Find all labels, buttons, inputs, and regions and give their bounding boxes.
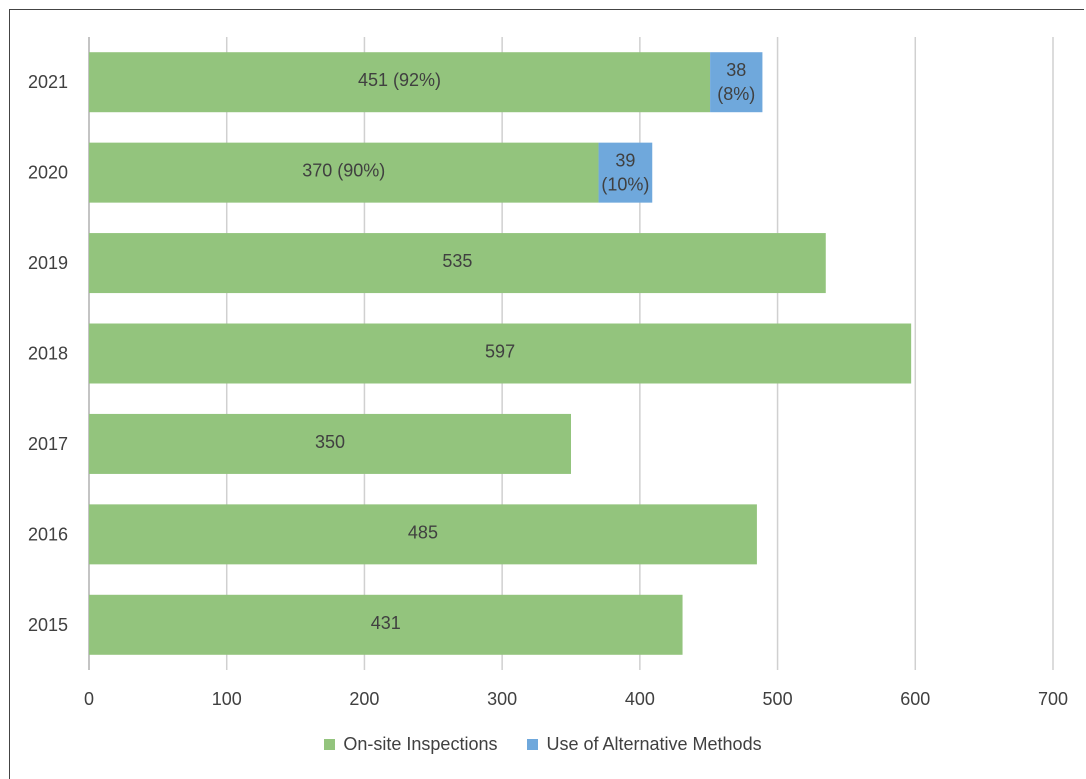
y-tick-label-2015: 2015 <box>28 615 68 635</box>
data-label-on-site-2020: 370 (90%) <box>302 161 385 181</box>
bar-on-site-2016 <box>89 504 757 565</box>
bar-alternative-2020 <box>598 142 653 203</box>
x-tick-label-200: 200 <box>349 689 379 709</box>
data-label-on-site-2015: 431 <box>371 613 401 633</box>
data-label-on-site-2016: 485 <box>408 522 438 542</box>
y-tick-label-2019: 2019 <box>28 253 68 273</box>
bar-on-site-2019 <box>89 233 826 294</box>
x-tick-label-600: 600 <box>900 689 930 709</box>
bar-on-site-2020 <box>89 142 599 203</box>
data-label-on-site-2021: 451 (92%) <box>358 70 441 90</box>
x-tick-label-100: 100 <box>212 689 242 709</box>
y-tick-label-2016: 2016 <box>28 524 68 544</box>
x-tick-label-300: 300 <box>487 689 517 709</box>
data-label-on-site-2019: 535 <box>442 251 472 271</box>
data-label-alternative-2020-line0: 39 <box>615 151 635 171</box>
y-tick-label-2018: 2018 <box>28 344 68 364</box>
legend-label-alternative: Use of Alternative Methods <box>546 734 762 754</box>
data-label-on-site-2017: 350 <box>315 432 345 452</box>
bar-on-site-2017 <box>89 413 571 474</box>
chart-frame <box>9 9 1084 779</box>
y-tick-label-2017: 2017 <box>28 434 68 454</box>
chart-legend: On-site Inspections Use of Alternative M… <box>0 734 1086 755</box>
bar-on-site-2018 <box>89 323 912 384</box>
bar-on-site-2021 <box>89 52 711 113</box>
data-label-alternative-2021-line0: 38 <box>726 60 746 80</box>
y-tick-label-2021: 2021 <box>28 72 68 92</box>
data-label-alternative-2020-line1: (10%) <box>601 175 649 195</box>
legend-item-on-site: On-site Inspections <box>324 734 497 755</box>
bar-on-site-2015 <box>89 594 683 655</box>
x-tick-label-0: 0 <box>84 689 94 709</box>
legend-item-alternative: Use of Alternative Methods <box>527 734 762 755</box>
legend-swatch-on-site <box>324 739 336 750</box>
x-tick-label-700: 700 <box>1038 689 1068 709</box>
x-tick-label-400: 400 <box>625 689 655 709</box>
data-label-alternative-2021-line1: (8%) <box>717 84 755 104</box>
bar-alternative-2021 <box>710 52 763 113</box>
y-tick-label-2020: 2020 <box>28 163 68 183</box>
legend-label-on-site: On-site Inspections <box>343 734 498 754</box>
legend-swatch-alternative <box>527 739 539 750</box>
data-label-on-site-2018: 597 <box>485 342 515 362</box>
x-tick-label-500: 500 <box>763 689 793 709</box>
